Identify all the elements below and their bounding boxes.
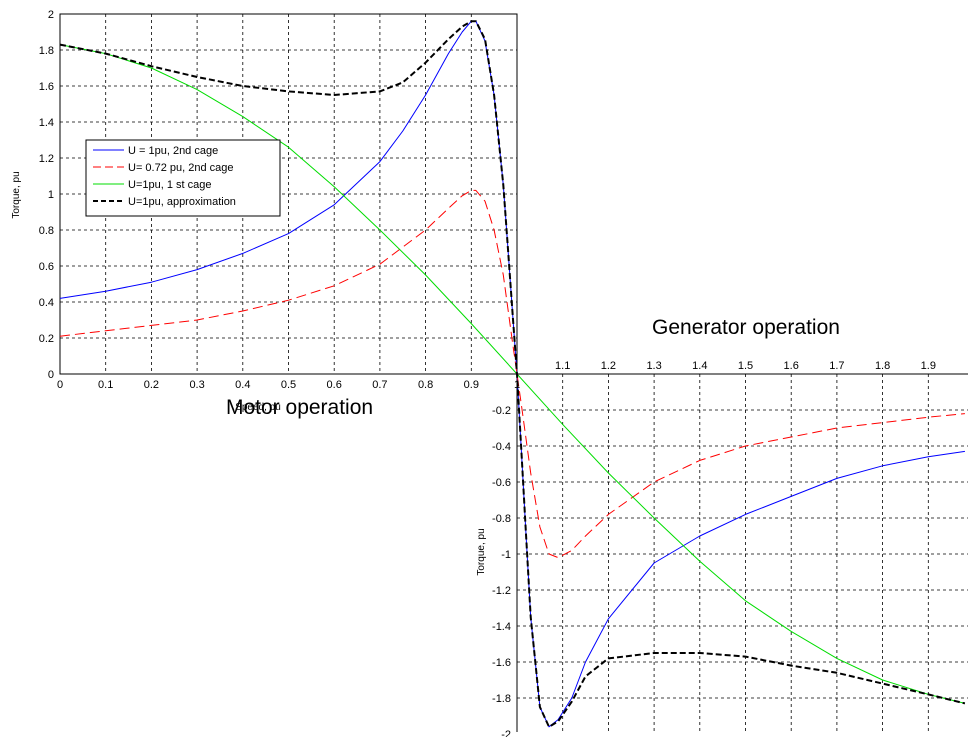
- generator-x-tick-label: 1.6: [784, 360, 799, 372]
- grid-layer: [60, 14, 968, 732]
- motor-y-tick-label: 0.8: [39, 225, 54, 237]
- motor-y-tick-label: 1.2: [39, 153, 54, 165]
- motor-y-tick-label: 2: [48, 9, 54, 21]
- generator-x-tick-label: 1.2: [601, 360, 616, 372]
- motor-axes-frame: [59, 13, 518, 375]
- motor-y-tick-label: 0: [48, 369, 54, 381]
- generator-y-tick-label: -1.8: [492, 693, 511, 705]
- generator-y-tick-label: -1: [501, 549, 511, 561]
- legend-box: [85, 139, 281, 217]
- generator-x-tick-label: 1.4: [692, 360, 707, 372]
- motor-x-tick-label: 0.2: [144, 379, 159, 391]
- motor-y-tick-label: 1.8: [39, 45, 54, 57]
- legend-label: U=1pu, 1 st cage: [128, 179, 211, 191]
- motor-y-tick-label: 0.6: [39, 261, 54, 273]
- generator-y-tick-label: -1.2: [492, 585, 511, 597]
- generator-x-tick-label: 1.3: [646, 360, 661, 372]
- motor-ylabel: Torque, pu: [11, 171, 22, 218]
- motor-operation-caption: Motor operation: [226, 396, 373, 419]
- motor-x-tick-label: 0: [57, 379, 63, 391]
- generator-x-tick-label: 1.8: [875, 360, 890, 372]
- generator-y-tick-label: -2: [501, 729, 511, 737]
- motor-x-tick-label: 0.8: [418, 379, 433, 391]
- motor-y-tick-label: 0.4: [39, 297, 54, 309]
- generator-x-tick-label: 1.5: [738, 360, 753, 372]
- generator-x-tick-label: 1.7: [829, 360, 844, 372]
- motor-x-tick-label: 0.6: [327, 379, 342, 391]
- series-line-4: [59, 20, 966, 728]
- motor-x-tick-label: 0.7: [372, 379, 387, 391]
- generator-x-tick-label: 1.9: [921, 360, 936, 372]
- motor-x-tick-label: 0.5: [281, 379, 296, 391]
- motor-y-tick-label: 1.6: [39, 81, 54, 93]
- motor-y-tick-label: 1: [48, 189, 54, 201]
- generator-y-tick-label: -1.6: [492, 657, 511, 669]
- motor-x-tick-label: 0.4: [235, 379, 250, 391]
- generator-y-tick-label: -0.2: [492, 405, 511, 417]
- legend-label: U = 1pu, 2nd cage: [128, 145, 218, 157]
- generator-x-tick-label: 1.1: [555, 360, 570, 372]
- ticks-layer: 0 0.1 0.2 0.3 0.4 0.5 0.6 0.7 0.8 0.9 1 0 0.2 0.4 0.6 0…: [39, 9, 936, 737]
- generator-y-tick-label: -0.4: [492, 441, 511, 453]
- motor-x-tick-label: 0.1: [98, 379, 113, 391]
- generator-ylabel: Torque, pu: [476, 528, 487, 575]
- motor-xlabel: Speed, pu: [235, 402, 281, 413]
- frame-layer: [59, 13, 968, 732]
- series-layer: [59, 20, 966, 728]
- generator-y-tick-label: -0.6: [492, 477, 511, 489]
- generator-operation-caption: Generator operation: [652, 316, 840, 339]
- motor-y-tick-label: 0.2: [39, 333, 54, 345]
- motor-x-tick-label: 1: [514, 379, 520, 391]
- legend: U = 1pu, 2nd cage U= 0.72 pu, 2nd cage U=1…: [85, 139, 281, 217]
- motor-x-tick-label: 0.9: [464, 379, 479, 391]
- legend-label: U=1pu, approximation: [128, 196, 236, 208]
- series-line-2: [59, 189, 965, 559]
- generator-y-tick-label: -0.8: [492, 513, 511, 525]
- motor-x-tick-label: 0.3: [189, 379, 204, 391]
- generator-y-tick-label: -1.4: [492, 621, 511, 633]
- motor-y-tick-label: 1.4: [39, 117, 54, 129]
- legend-label: U= 0.72 pu, 2nd cage: [128, 162, 234, 174]
